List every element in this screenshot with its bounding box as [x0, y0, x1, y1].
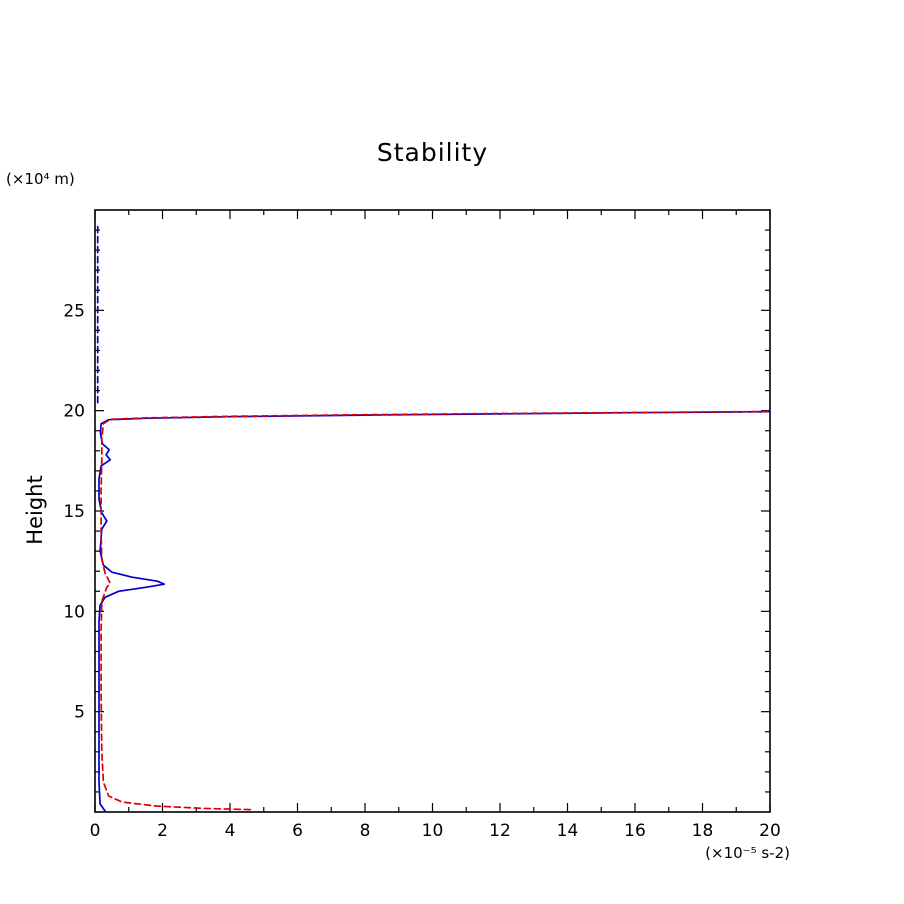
x-tick-label: 10 [422, 821, 444, 841]
series-stability-profile-solid [98, 410, 771, 812]
x-tick-label: 4 [225, 821, 236, 841]
x-tick-label: 12 [489, 821, 511, 841]
y-tick-label: 10 [63, 602, 85, 622]
plot-frame [94, 209, 771, 813]
x-tick-label: 14 [557, 821, 579, 841]
y-tick-label: 25 [63, 301, 85, 321]
y-tick-label: 20 [63, 402, 85, 422]
y-axis-unit-label: (×10⁴ m) [6, 170, 75, 188]
x-tick-label: 20 [759, 821, 781, 841]
y-tick-label: 5 [74, 703, 85, 723]
x-tick-label: 0 [90, 821, 101, 841]
x-axis-unit-label: (×10⁻⁵ s-2) [705, 844, 790, 862]
series-stability-profile-dashed [100, 410, 771, 811]
chart-title: Stability [376, 138, 489, 167]
x-tick-label: 16 [624, 821, 646, 841]
x-tick-label: 8 [360, 821, 371, 841]
x-tick-label: 18 [692, 821, 714, 841]
x-tick-label: 2 [157, 821, 168, 841]
x-tick-label: 6 [292, 821, 303, 841]
y-tick-label: 15 [63, 502, 85, 522]
